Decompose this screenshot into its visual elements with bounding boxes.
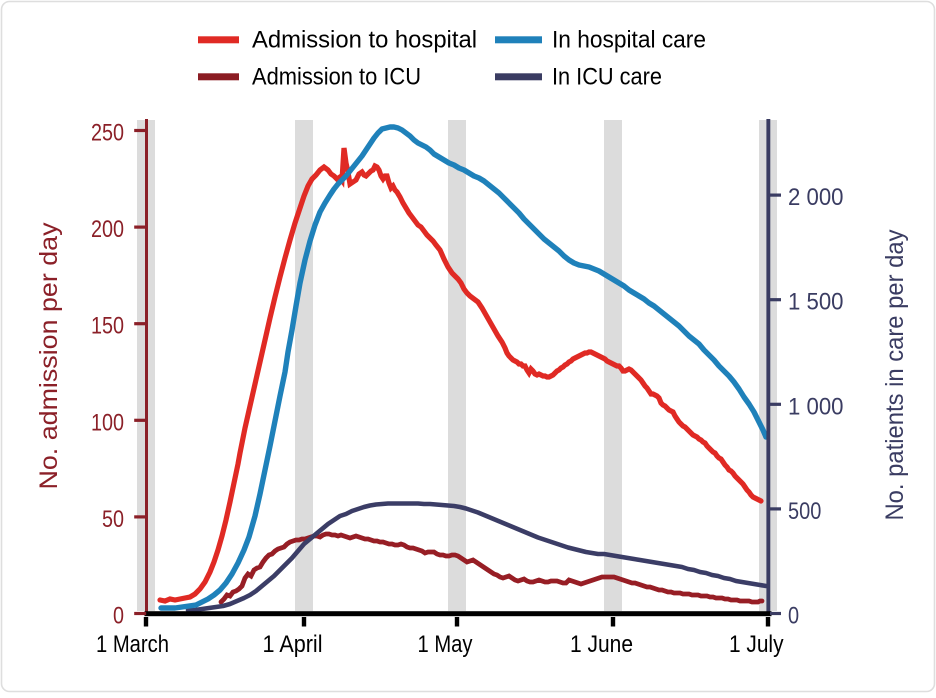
svg-text:In hospital care: In hospital care bbox=[552, 27, 706, 54]
svg-text:Admission to hospital: Admission to hospital bbox=[252, 27, 477, 54]
svg-text:Admission to ICU: Admission to ICU bbox=[252, 64, 421, 91]
svg-text:In ICU care: In ICU care bbox=[552, 64, 662, 91]
svg-text:1 000: 1 000 bbox=[788, 393, 844, 420]
svg-text:50: 50 bbox=[102, 506, 124, 533]
svg-text:0: 0 bbox=[113, 603, 124, 630]
svg-text:2 000: 2 000 bbox=[788, 184, 844, 211]
svg-text:1 June: 1 June bbox=[570, 631, 633, 658]
svg-text:No. admission per day: No. admission per day bbox=[35, 222, 63, 490]
svg-text:No. patients in care per day: No. patients in care per day bbox=[881, 229, 909, 520]
svg-text:1 May: 1 May bbox=[418, 631, 473, 658]
svg-text:100: 100 bbox=[91, 409, 124, 436]
svg-text:1 April: 1 April bbox=[263, 631, 323, 658]
svg-text:1 500: 1 500 bbox=[788, 289, 844, 316]
svg-text:1 March: 1 March bbox=[96, 631, 169, 658]
svg-text:1 July: 1 July bbox=[729, 631, 784, 658]
svg-text:150: 150 bbox=[91, 313, 124, 340]
svg-text:200: 200 bbox=[91, 216, 124, 243]
svg-text:0: 0 bbox=[788, 603, 799, 630]
svg-text:500: 500 bbox=[788, 498, 821, 525]
svg-text:250: 250 bbox=[91, 120, 124, 147]
